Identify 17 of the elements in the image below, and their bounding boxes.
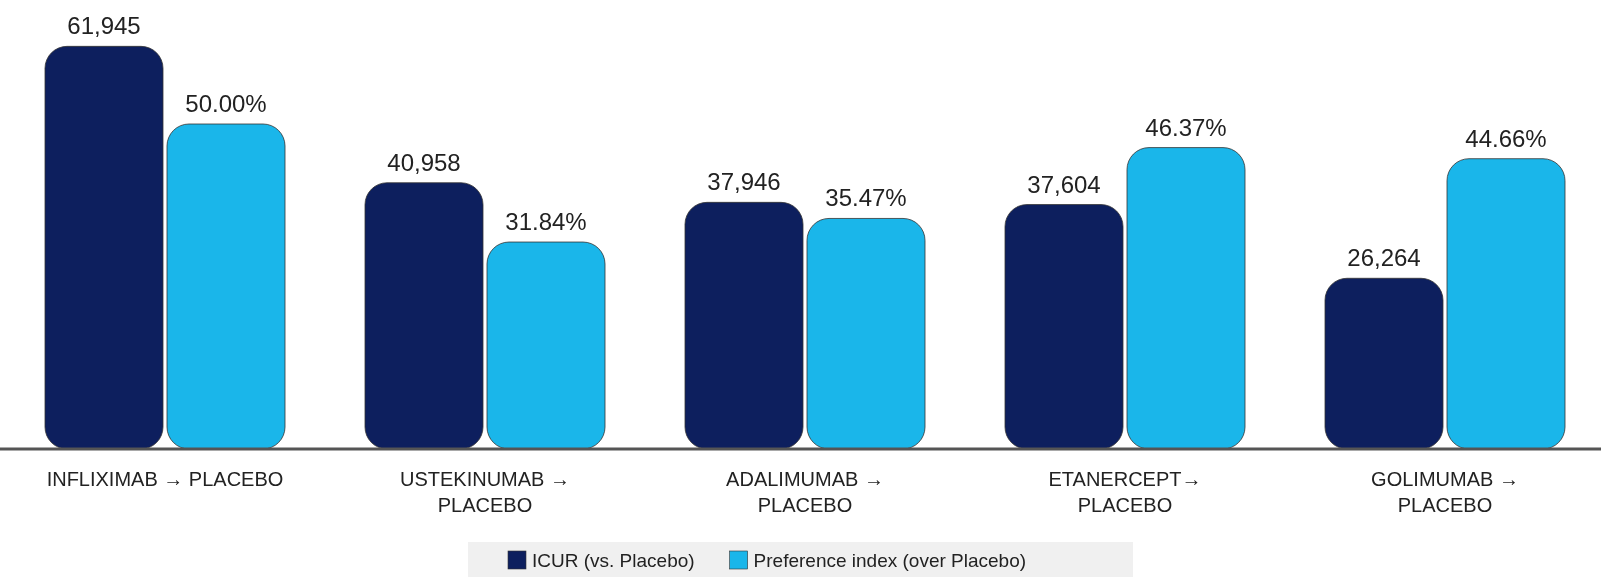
x-tick-label: USTEKINUMAB → PLACEBO <box>399 468 571 516</box>
data-label: 46.37% <box>1145 113 1227 141</box>
data-label: 37,946 <box>707 168 781 196</box>
data-label: 35.47% <box>825 184 907 212</box>
x-tick-label: ETANERCEPT→ PLACEBO <box>1048 468 1202 516</box>
data-label: 26,264 <box>1347 244 1421 272</box>
data-label: 31.84% <box>505 208 587 236</box>
legend-label: ICUR (vs. Placebo) <box>532 550 695 571</box>
data-label: 50.00% <box>185 90 267 117</box>
legend-label: Preference index (over Placebo) <box>753 550 1027 571</box>
x-tick-label: GOLIMUMAB → PLACEBO <box>1371 468 1519 516</box>
data-label: 61,945 <box>67 12 141 40</box>
data-label: 40,958 <box>387 148 461 176</box>
x-tick-label: INFLIXIMAB → PLACEBO <box>46 468 284 490</box>
x-tick-label: ADALIMUMAB → PLACEBO <box>726 468 884 516</box>
data-label: 44.66% <box>1465 124 1547 152</box>
data-label: 37,604 <box>1027 170 1101 198</box>
